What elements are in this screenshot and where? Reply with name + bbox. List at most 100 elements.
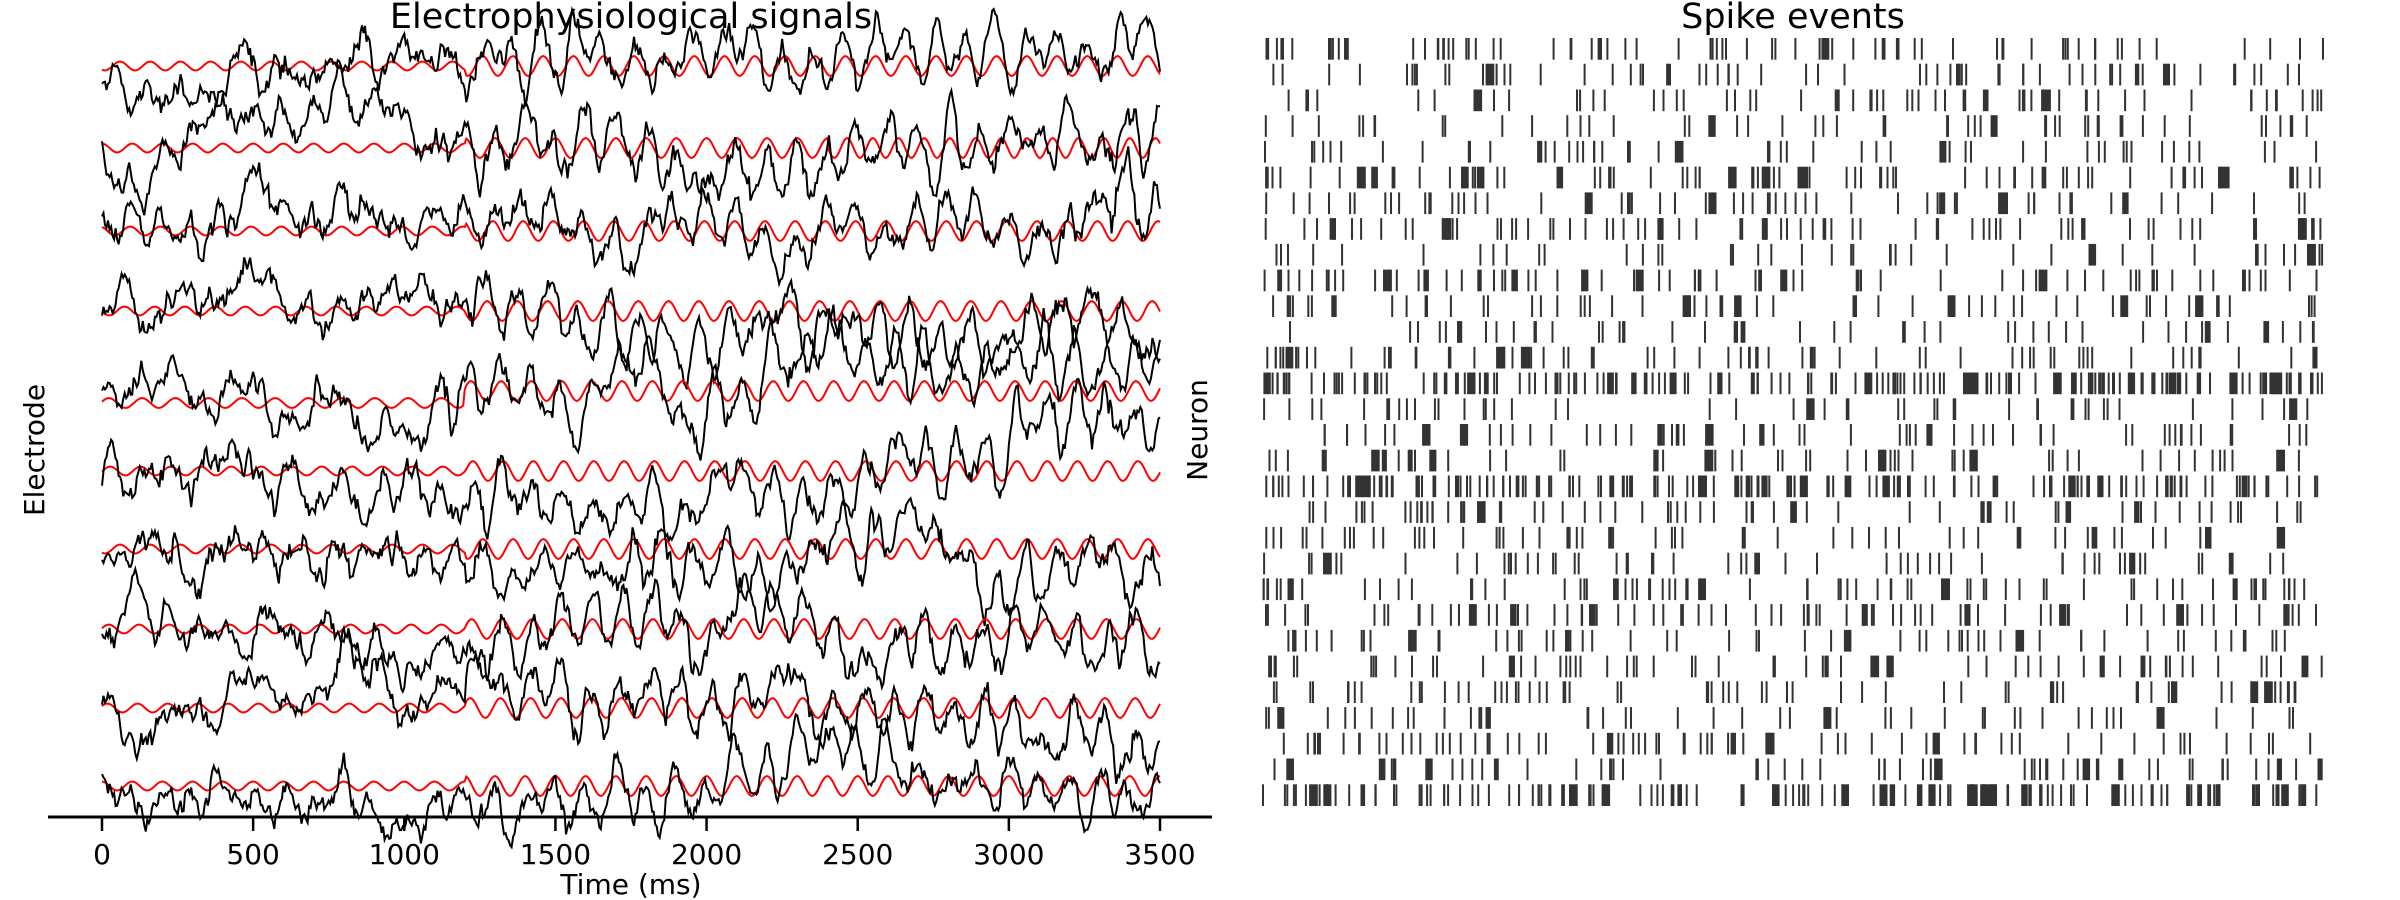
spike-mark: [2275, 89, 2277, 112]
spike-mark: [2086, 784, 2088, 806]
spike-mark: [1327, 269, 1330, 292]
spike-mark: [1816, 552, 1818, 575]
spike-mark: [2038, 63, 2041, 86]
spike-mark: [1781, 449, 1784, 472]
spike-mark: [1936, 192, 1939, 215]
spike-mark: [1268, 655, 1271, 678]
spike-mark: [2067, 218, 2070, 240]
spike-mark: [2188, 140, 2191, 163]
spike-mark: [2188, 784, 2190, 806]
spike-mark: [2289, 398, 2298, 420]
spike-mark: [1266, 346, 1269, 369]
spike-mark: [2316, 89, 2319, 112]
spike-mark: [1422, 424, 1431, 446]
spike-mark: [1584, 192, 1593, 215]
spike-mark: [1485, 707, 1491, 729]
spike-mark: [2155, 38, 2158, 60]
spike-mark: [2219, 449, 2222, 472]
signals-panel: Electrophysiological signals Electrode T…: [18, 0, 1212, 900]
spike-mark: [1830, 372, 1833, 395]
spike-mark: [2107, 372, 2110, 395]
x-tick-label: 3500: [1124, 838, 1195, 871]
spike-mark: [1945, 243, 1948, 266]
spike-mark: [1663, 372, 1666, 395]
spike-mark: [1552, 552, 1555, 575]
spike-mark: [2303, 192, 2306, 215]
spike-mark: [1985, 166, 1988, 189]
spike-mark: [1897, 449, 1900, 472]
spike-mark: [1837, 501, 1840, 523]
spike-mark: [1672, 784, 1675, 806]
spike-mark: [1502, 475, 1505, 498]
spike-mark: [1739, 218, 1742, 240]
spike-mark: [1892, 166, 1895, 189]
spike-mark: [1988, 218, 1991, 240]
spike-mark: [1806, 578, 1809, 601]
spike-mark: [2052, 424, 2055, 446]
spike-mark: [1529, 424, 1532, 446]
spike-mark: [1289, 321, 1291, 343]
spike-mark: [1335, 552, 1338, 575]
spike-mark: [1321, 449, 1327, 472]
spike-mark: [2225, 732, 2228, 755]
spike-mark: [1755, 295, 1758, 317]
spike-mark: [1325, 784, 1328, 806]
spike-mark: [1306, 732, 1309, 755]
spike-mark: [1599, 424, 1602, 446]
spike-mark: [1312, 475, 1315, 498]
spike-mark: [1615, 372, 1618, 395]
spike-mark: [1563, 578, 1566, 601]
spike-mark: [1353, 681, 1356, 703]
spike-mark: [1911, 295, 1914, 317]
spike-mark: [1565, 629, 1567, 652]
spike-mark: [1308, 192, 1311, 215]
spike-mark: [1493, 269, 1495, 292]
spike-mark: [1581, 526, 1584, 549]
spike-mark: [1822, 115, 1825, 137]
spike-mark: [1583, 578, 1586, 601]
spike-mark: [1575, 758, 1578, 781]
spike-mark: [1379, 578, 1381, 601]
spike-mark: [1535, 475, 1538, 498]
spike-mark: [1821, 655, 1824, 678]
spike-mark: [1898, 475, 1901, 498]
spike-mark: [2320, 372, 2323, 395]
spike-mark: [1786, 681, 1788, 703]
spike-mark: [1980, 552, 1983, 575]
spike-mark: [1667, 501, 1669, 523]
spike-mark: [2021, 89, 2024, 112]
spike-mark: [1473, 89, 1483, 112]
spike-mark: [2289, 115, 2292, 137]
spike-mark: [1936, 63, 1939, 86]
spike-mark: [1373, 604, 1376, 626]
spike-mark: [2299, 321, 2302, 343]
spike-mark: [1395, 784, 1398, 806]
spike-mark: [1773, 784, 1780, 806]
spike-mark: [2050, 475, 2053, 498]
spike-mark: [1767, 140, 1771, 163]
spike-mark: [1892, 372, 1897, 395]
spike-mark: [1620, 681, 1623, 703]
spike-mark: [1272, 475, 1275, 498]
spike-mark: [1487, 784, 1490, 806]
spike-mark: [2005, 501, 2008, 523]
spike-mark: [1843, 63, 1846, 86]
spike-mark: [1813, 346, 1816, 369]
spike-mark: [1821, 784, 1824, 806]
spike-mark: [1477, 269, 1482, 292]
spike-mark: [1953, 192, 1956, 215]
spike-mark: [2288, 707, 2291, 729]
spike-mark: [1418, 526, 1421, 549]
spike-mark: [1534, 321, 1537, 343]
spike-mark: [1889, 243, 1891, 266]
spike-mark: [1493, 398, 1496, 420]
spike-mark: [2190, 346, 2193, 369]
x-tick-label: 500: [226, 838, 279, 871]
spike-mark: [2168, 655, 2171, 678]
spike-mark: [2022, 63, 2025, 86]
spike-mark: [2012, 501, 2015, 523]
spike-mark: [1492, 38, 1495, 60]
spike-mark: [2243, 38, 2246, 60]
spike-mark: [1418, 784, 1421, 806]
spike-mark: [1514, 604, 1517, 626]
